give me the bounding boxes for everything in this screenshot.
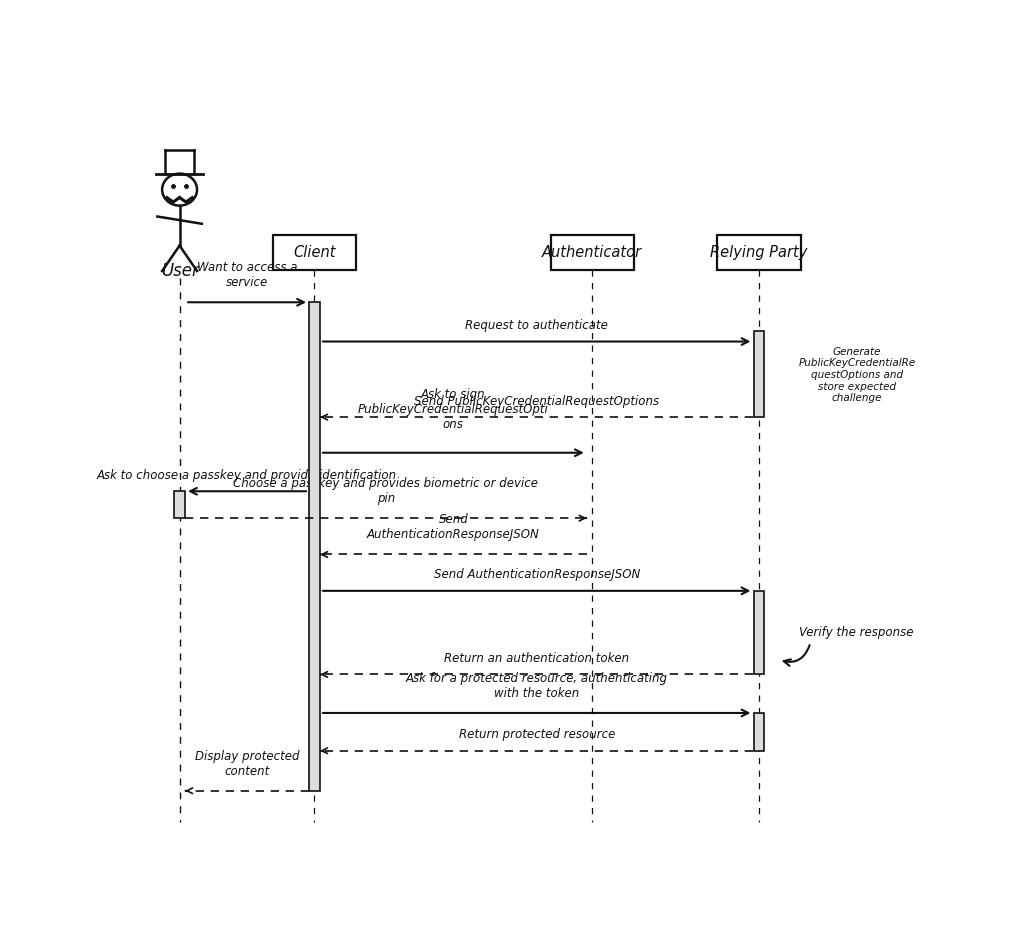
Text: Return protected resource: Return protected resource [459,729,614,741]
Text: Display protected
content: Display protected content [195,750,299,778]
Bar [754,713,764,750]
Text: Choose a passkey and provides biometric or device
pin: Choose a passkey and provides biometric … [233,477,539,505]
Text: Want to access a
service: Want to access a service [197,261,297,289]
Text: Client: Client [293,245,336,261]
Bar [717,235,801,270]
Text: Relying Party: Relying Party [711,245,808,261]
Bar [309,302,319,791]
Text: Send
AuthenticationResponseJSON: Send AuthenticationResponseJSON [367,514,540,542]
Bar [174,491,184,518]
Bar [272,235,356,270]
Text: User: User [161,262,199,280]
Text: Verify the response: Verify the response [799,627,913,639]
Text: Send PublicKeyCredentialRequestOptions: Send PublicKeyCredentialRequestOptions [414,395,659,408]
Text: Send AuthenticationResponseJSON: Send AuthenticationResponseJSON [433,568,640,582]
Text: Ask to sign
PublicKeyCredentialRequestOpti
ons: Ask to sign PublicKeyCredentialRequestOp… [358,388,549,430]
Bar [754,331,764,417]
Bar [754,591,764,674]
Text: Ask for a protected resource, authenticating
with the token: Ask for a protected resource, authentica… [406,672,668,700]
Text: Request to authenticate: Request to authenticate [465,319,608,332]
Text: Ask to choose a passkey and provide identification: Ask to choose a passkey and provide iden… [97,469,397,481]
Bar [551,235,634,270]
Text: Generate
PublicKeyCredentialRe
questOptions and
store expected
challenge: Generate PublicKeyCredentialRe questOpti… [799,346,915,403]
Text: Authenticator: Authenticator [542,245,642,261]
Text: Return an authentication token: Return an authentication token [444,652,630,665]
